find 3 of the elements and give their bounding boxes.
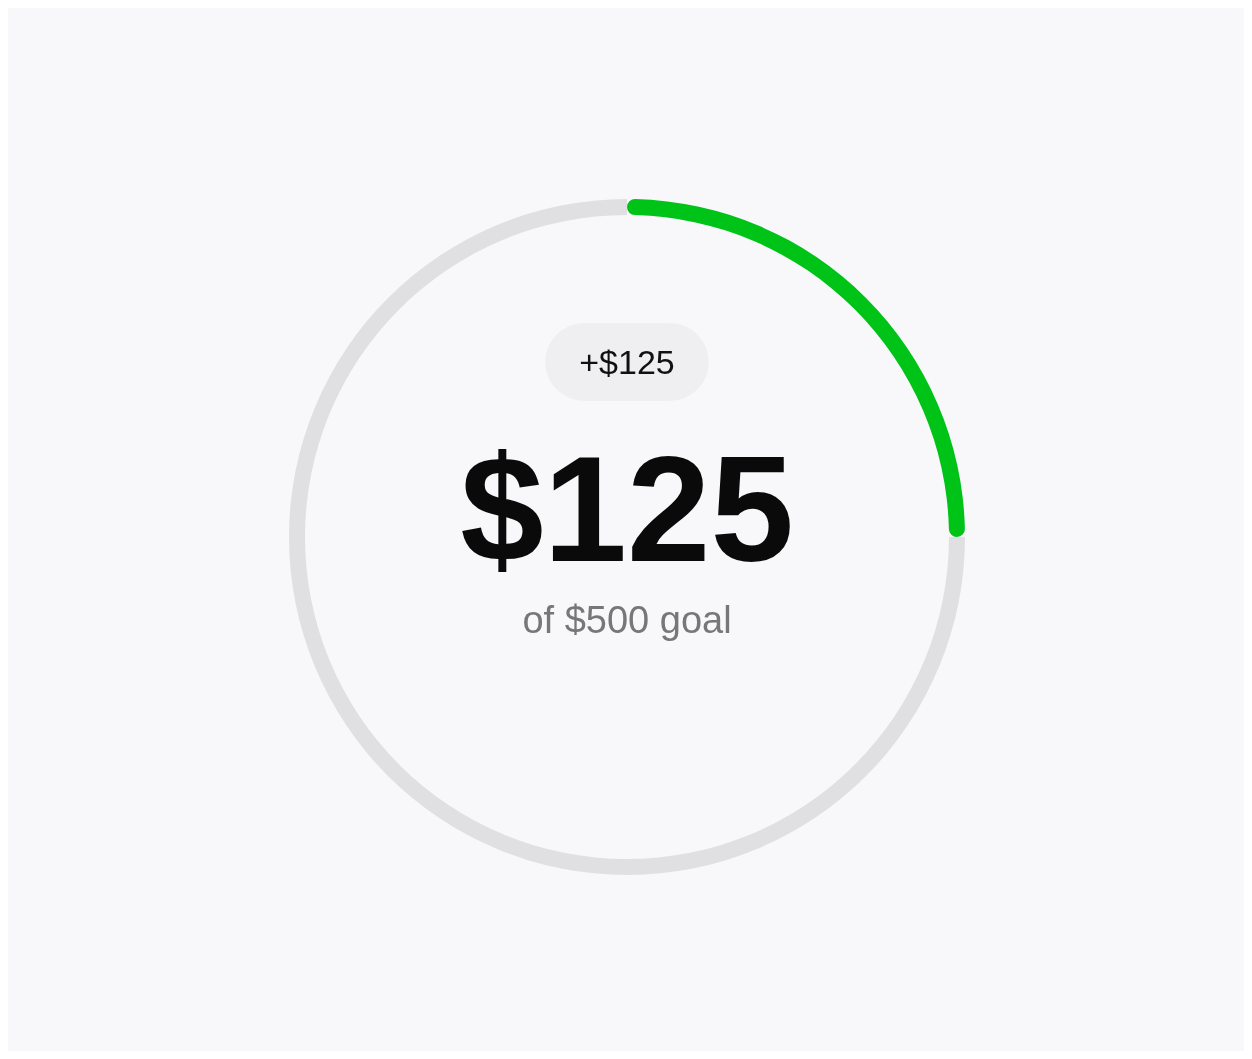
text: $125 [460,425,794,593]
text: +$125 [579,343,675,381]
text: of $500 goal [522,599,732,641]
